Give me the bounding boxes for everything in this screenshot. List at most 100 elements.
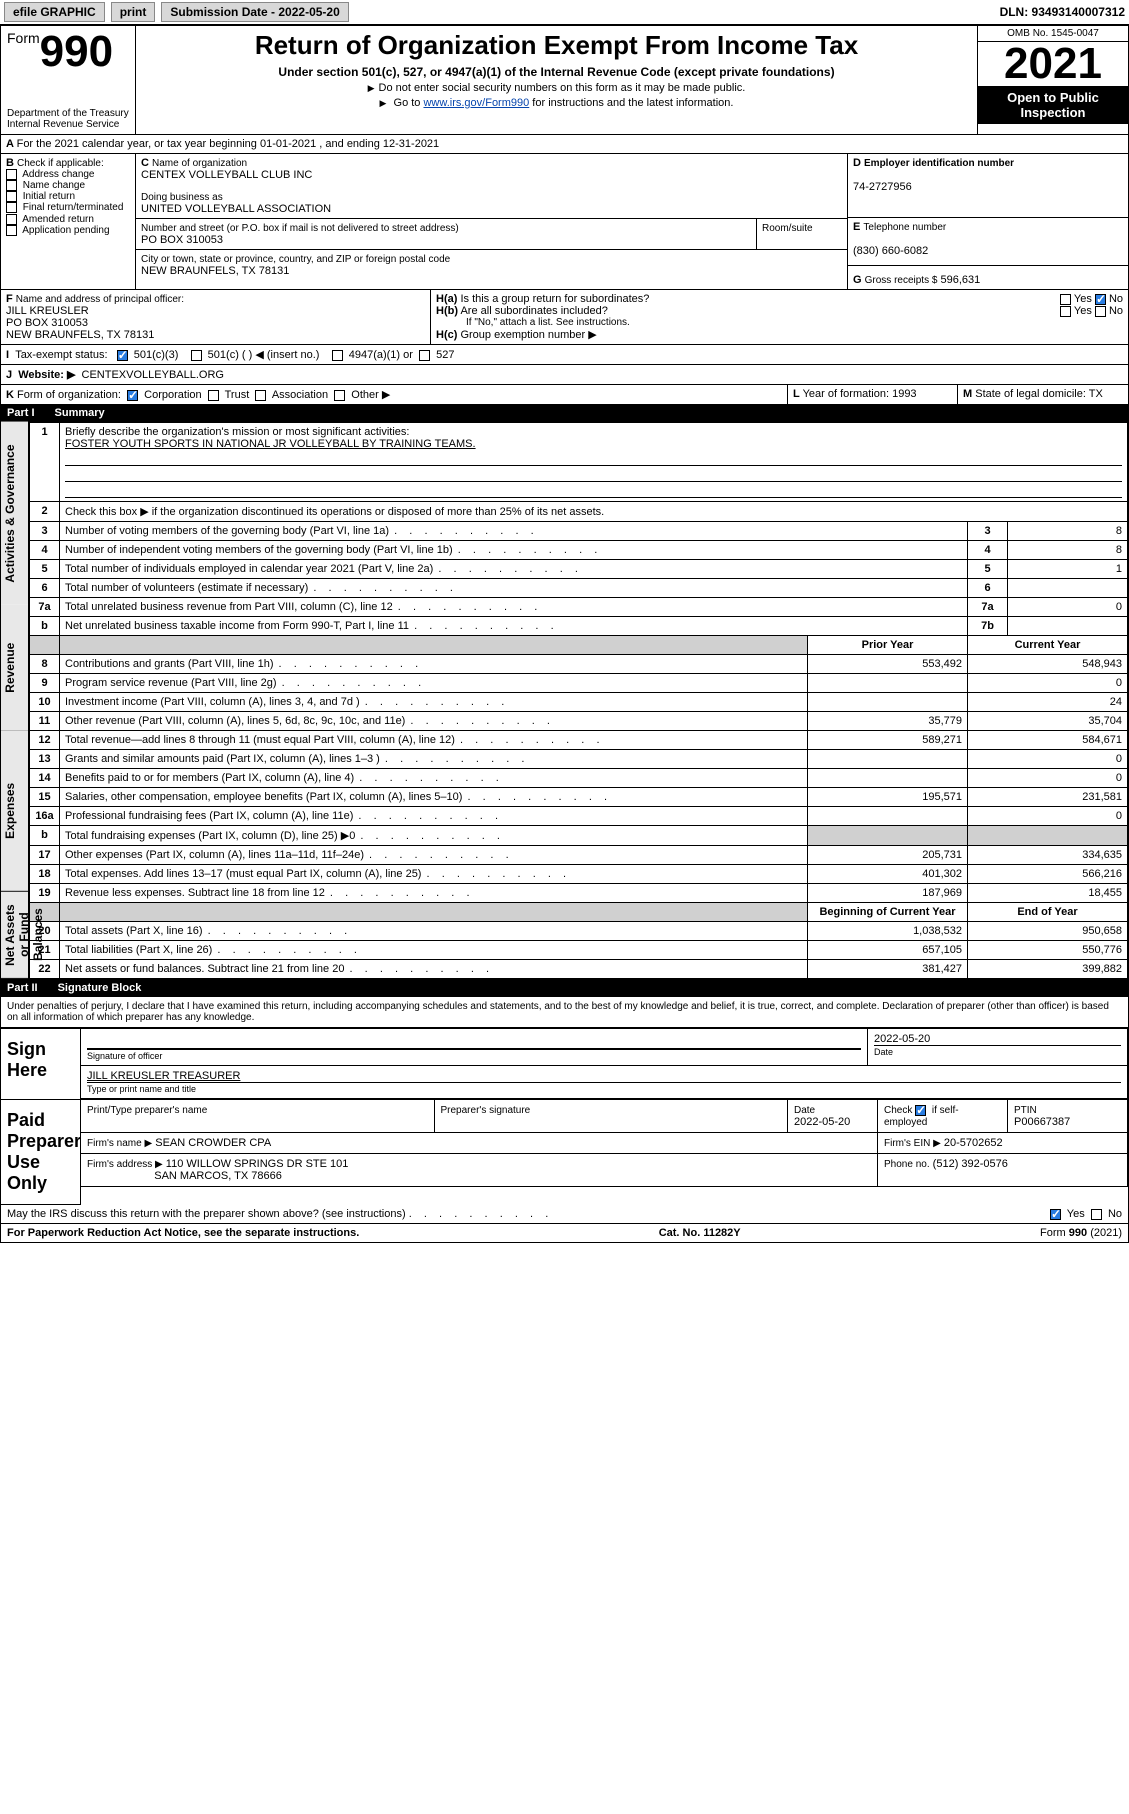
section-klm: K Form of organization: Corporation Trus…: [1, 384, 1128, 404]
section-l: L Year of formation: 1993: [788, 385, 958, 404]
officer-label: Name and address of principal officer:: [16, 294, 184, 305]
c-name-label: Name of organization: [152, 158, 247, 169]
goto-pre: Go to: [394, 97, 424, 109]
firm-name-value: SEAN CROWDER CPA: [155, 1137, 271, 1149]
sig-officer-label: Signature of officer: [87, 1049, 861, 1061]
prep-name-label: Print/Type preparer's name: [87, 1105, 207, 1116]
ein-value: 74-2727956: [853, 181, 912, 193]
table-row: 13Grants and similar amounts paid (Part …: [30, 750, 1128, 769]
527-checkbox[interactable]: [419, 350, 430, 361]
b-checkbox[interactable]: [6, 225, 17, 236]
ptin-label: PTIN: [1014, 1105, 1037, 1116]
table-row: 7aTotal unrelated business revenue from …: [30, 598, 1128, 617]
b-item: Address change: [6, 169, 130, 180]
tax-status-label: Tax-exempt status:: [15, 349, 107, 361]
table-row: 20Total assets (Part X, line 16)1,038,53…: [30, 922, 1128, 941]
sign-here-label: Sign Here: [1, 1028, 81, 1099]
discuss-yes-checkbox[interactable]: [1050, 1209, 1061, 1220]
phone-label: Telephone number: [863, 222, 946, 233]
q1-label: Briefly describe the organization's miss…: [65, 426, 409, 438]
ha-no-checkbox[interactable]: [1095, 294, 1106, 305]
b-checkbox[interactable]: [6, 202, 17, 213]
section-m: M State of legal domicile: TX: [958, 385, 1128, 404]
col-beginning: Beginning of Current Year: [808, 903, 968, 922]
paid-preparer-block: Paid Preparer Use Only Print/Type prepar…: [1, 1099, 1128, 1205]
table-row: 6Total number of volunteers (estimate if…: [30, 579, 1128, 598]
assoc-checkbox[interactable]: [255, 390, 266, 401]
domicile-label: State of legal domicile:: [975, 388, 1086, 400]
yes-label: Yes: [1074, 293, 1092, 305]
no-label: No: [1109, 293, 1123, 305]
no-label-2: No: [1109, 305, 1123, 317]
discuss-no-checkbox[interactable]: [1091, 1209, 1102, 1220]
table-row: 9Program service revenue (Part VIII, lin…: [30, 674, 1128, 693]
efile-graphic-button[interactable]: efile GRAPHIC: [4, 2, 105, 22]
gross-value: 596,631: [941, 274, 981, 286]
b-checkbox[interactable]: [6, 191, 17, 202]
table-row: 15Salaries, other compensation, employee…: [30, 788, 1128, 807]
h-note: If "No," attach a list. See instructions…: [436, 317, 1123, 328]
officer-addr1: PO BOX 310053: [6, 317, 88, 329]
firm-phone-value: (512) 392-0576: [933, 1158, 1008, 1170]
tax-year-line: A For the 2021 calendar year, or tax yea…: [1, 135, 1128, 153]
efile-toolbar: efile GRAPHIC print Submission Date - 20…: [0, 0, 1129, 25]
yearform-label: Year of formation:: [803, 388, 889, 400]
table-row: 22Net assets or fund balances. Subtract …: [30, 960, 1128, 979]
dln-label: DLN: 93493140007312: [1000, 5, 1125, 19]
501c-checkbox[interactable]: [191, 350, 202, 361]
tax-year-text: For the 2021 calendar year, or tax year …: [17, 138, 440, 150]
section-b: B Check if applicable: Address change Na…: [1, 154, 136, 289]
room-label: Room/suite: [762, 223, 813, 234]
ssn-note: Do not enter social security numbers on …: [142, 82, 971, 94]
domicile-value: TX: [1089, 388, 1103, 400]
table-row: 10Investment income (Part VIII, column (…: [30, 693, 1128, 712]
table-row: 4Number of independent voting members of…: [30, 541, 1128, 560]
form-page: Form990 Department of the Treasury Inter…: [0, 25, 1129, 1243]
b-checkbox[interactable]: [6, 180, 17, 191]
other-checkbox[interactable]: [334, 390, 345, 401]
footer-form: 990: [1069, 1227, 1087, 1239]
q2-label: Check this box ▶ if the organization dis…: [65, 506, 604, 518]
trust-checkbox[interactable]: [208, 390, 219, 401]
section-bcdefg: B Check if applicable: Address change Na…: [1, 153, 1128, 289]
self-employed-checkbox[interactable]: [915, 1105, 926, 1116]
goto-note: Go to www.irs.gov/Form990 for instructio…: [142, 97, 971, 109]
b-item: Application pending: [6, 225, 130, 236]
sig-name-value: JILL KREUSLER TREASURER: [87, 1070, 1121, 1082]
dept-treasury: Department of the Treasury: [7, 108, 129, 119]
4947-checkbox[interactable]: [332, 350, 343, 361]
b-label: Check if applicable:: [17, 158, 104, 169]
firm-addr1: 110 WILLOW SPRINGS DR STE 101: [166, 1158, 349, 1170]
firm-ein-label: Firm's EIN ▶: [884, 1138, 941, 1149]
dba-name: UNITED VOLLEYBALL ASSOCIATION: [141, 203, 331, 215]
irs-form990-link[interactable]: www.irs.gov/Form990: [423, 97, 529, 109]
b-item: Final return/terminated: [6, 202, 130, 213]
b-checkbox[interactable]: [6, 214, 17, 225]
officer-addr2: NEW BRAUNFELS, TX 78131: [6, 329, 154, 341]
table-row: 12Total revenue—add lines 8 through 11 (…: [30, 731, 1128, 750]
opt-assoc: Association: [272, 389, 328, 401]
part1-body: Activities & Governance Revenue Expenses…: [1, 422, 1128, 979]
discuss-row: May the IRS discuss this return with the…: [1, 1205, 1128, 1223]
hb-no-checkbox[interactable]: [1095, 306, 1106, 317]
cat-no: Cat. No. 11282Y: [659, 1227, 741, 1239]
part1-title: Part I: [7, 407, 35, 419]
discuss-yes: Yes: [1067, 1208, 1085, 1220]
table-row: 17Other expenses (Part IX, column (A), l…: [30, 846, 1128, 865]
hb-yes-checkbox[interactable]: [1060, 306, 1071, 317]
501c3-checkbox[interactable]: [117, 350, 128, 361]
website-value: CENTEXVOLLEYBALL.ORG: [82, 369, 224, 381]
section-f: F Name and address of principal officer:…: [1, 290, 431, 344]
opt-other: Other ▶: [351, 389, 390, 401]
part2-bar: Part II Signature Block: [1, 979, 1128, 997]
formorg-label: Form of organization:: [17, 389, 121, 401]
b-checkbox[interactable]: [6, 169, 17, 180]
table-row: 18Total expenses. Add lines 13–17 (must …: [30, 865, 1128, 884]
form-990-number: 990: [40, 27, 113, 76]
col-end: End of Year: [968, 903, 1128, 922]
print-button[interactable]: print: [111, 2, 156, 22]
part2-name: Signature Block: [58, 982, 142, 994]
ha-yes-checkbox[interactable]: [1060, 294, 1071, 305]
table-row: 14Benefits paid to or for members (Part …: [30, 769, 1128, 788]
corp-checkbox[interactable]: [127, 390, 138, 401]
